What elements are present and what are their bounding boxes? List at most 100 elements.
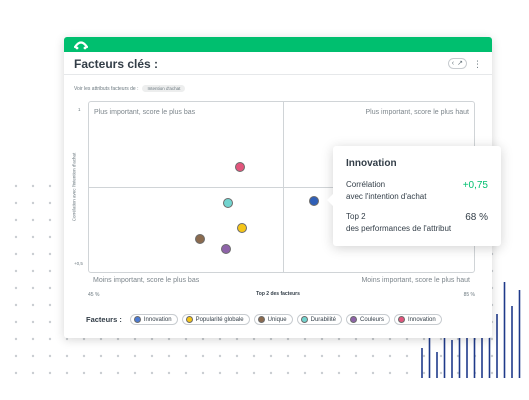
decorative-dot — [48, 320, 52, 324]
data-point-couleurs[interactable] — [221, 244, 231, 254]
quadrant-label-bottom-left: Moins important, score le plus bas — [93, 277, 200, 284]
driver-selector-label: Voir les attributs facteurs de : — [74, 85, 139, 92]
decorative-dot — [490, 354, 494, 358]
data-point-durabilite[interactable] — [223, 198, 233, 208]
legend-item-innovation-pink[interactable]: Innovation — [394, 314, 442, 325]
decorative-dot — [150, 371, 154, 375]
tooltip-correlation-sublabel: avec l'intention d'achat — [346, 192, 427, 201]
decorative-dot — [31, 184, 35, 188]
decorative-dot — [286, 354, 290, 358]
decorative-dot — [65, 354, 69, 358]
decorative-dot — [388, 337, 392, 341]
legend-dot — [398, 316, 405, 323]
decorative-dot — [405, 354, 409, 358]
tooltip-top2-value: 68 % — [465, 212, 488, 223]
page-title: Facteurs clés : — [74, 57, 159, 71]
decorative-dot — [184, 371, 188, 375]
decorative-dot — [320, 371, 324, 375]
legend-item-label: Popularité globale — [195, 316, 244, 323]
decorative-dot — [48, 218, 52, 222]
factors-legend: Facteurs : Innovation Popularité globale… — [86, 314, 442, 325]
decorative-dot — [133, 371, 137, 375]
decorative-dot — [405, 371, 409, 375]
decorative-dot — [252, 354, 256, 358]
decorative-dot — [82, 354, 86, 358]
data-point-popularite-globale[interactable] — [237, 223, 247, 233]
decorative-dot — [405, 337, 409, 341]
decorative-dot — [337, 354, 341, 358]
legend-item-unique[interactable]: Unique — [253, 314, 293, 325]
decorative-dot — [14, 337, 18, 341]
decorative-dot — [286, 337, 290, 341]
external-link-icon: ↗ — [457, 60, 463, 67]
decorative-dot — [371, 337, 375, 341]
decorative-dot — [48, 354, 52, 358]
decorative-dot — [456, 371, 460, 375]
decorative-dot — [320, 354, 324, 358]
card-header: Facteurs clés : ‹ ↗ ⋮ — [64, 52, 492, 75]
decorative-dot — [422, 371, 426, 375]
decorative-dot — [48, 184, 52, 188]
decorative-dot — [167, 371, 171, 375]
decorative-dot — [218, 337, 222, 341]
decorative-dot — [167, 354, 171, 358]
decorative-dot — [31, 269, 35, 273]
decorative-dot — [31, 354, 35, 358]
decorative-dot — [14, 371, 18, 375]
decorative-dot — [184, 337, 188, 341]
data-point-innovation-pink[interactable] — [235, 162, 245, 172]
tooltip-top2-label: Top 2 — [346, 212, 366, 221]
x-axis-right-tick: 85 % — [463, 292, 475, 298]
legend-item-popularite-globale[interactable]: Popularité globale — [181, 314, 250, 325]
legend-item-couleurs[interactable]: Couleurs — [345, 314, 390, 325]
expand-toggle-button[interactable]: ‹ ↗ — [447, 58, 467, 69]
decorative-dot — [303, 337, 307, 341]
decorative-dot — [82, 337, 86, 341]
decorative-dot — [235, 354, 239, 358]
legend-item-durabilite[interactable]: Durabilité — [296, 314, 342, 325]
legend-item-label: Durabilité — [310, 316, 336, 323]
more-options-icon[interactable]: ⋮ — [473, 58, 482, 69]
data-point-unique[interactable] — [195, 234, 205, 244]
driver-selector-chip[interactable]: Intention d'achat — [142, 85, 186, 92]
decorative-dot — [269, 371, 273, 375]
decorative-dot — [269, 337, 273, 341]
chevron-left-icon: ‹ — [451, 60, 455, 67]
legend-dot — [349, 316, 357, 323]
factor-tooltip: Innovation Corrélation avec l'intention … — [327, 146, 501, 246]
decorative-dot — [31, 201, 35, 205]
decorative-dot — [14, 286, 18, 290]
decorative-dot — [31, 303, 35, 307]
decorative-dot — [354, 337, 358, 341]
decorative-dot — [456, 337, 460, 341]
decorative-dot — [31, 371, 35, 375]
decorative-dot — [201, 337, 205, 341]
tooltip-top2-sublabel: des performances de l'attribut — [346, 224, 452, 233]
decorative-dot — [31, 218, 35, 222]
data-point-innovation[interactable] — [309, 196, 319, 206]
decorative-dot — [252, 337, 256, 341]
decorative-dot — [65, 371, 69, 375]
decorative-dot — [116, 354, 120, 358]
decorative-dot — [14, 303, 18, 307]
decorative-dot — [31, 337, 35, 341]
driver-selector-row: Voir les attributs facteurs de : Intenti… — [74, 85, 186, 92]
legend-title: Facteurs : — [86, 315, 122, 324]
decorative-dot — [490, 337, 494, 341]
legend-item-innovation[interactable]: Innovation — [129, 314, 178, 325]
x-axis-left-tick: 45 % — [88, 292, 100, 298]
decorative-dot — [303, 354, 307, 358]
decorative-dot — [31, 235, 35, 239]
decorative-dot — [48, 303, 52, 307]
tooltip-arrow — [327, 194, 333, 206]
decorative-dot — [48, 286, 52, 290]
decorative-dot — [422, 337, 426, 341]
decorative-dot — [150, 354, 154, 358]
decorative-dot — [439, 337, 443, 341]
tooltip-title: Innovation — [346, 158, 397, 169]
decorative-dot — [14, 269, 18, 273]
decorative-dot — [422, 354, 426, 358]
decorative-dot — [133, 337, 137, 341]
decorative-dot — [235, 337, 239, 341]
legend-dot — [257, 316, 265, 323]
